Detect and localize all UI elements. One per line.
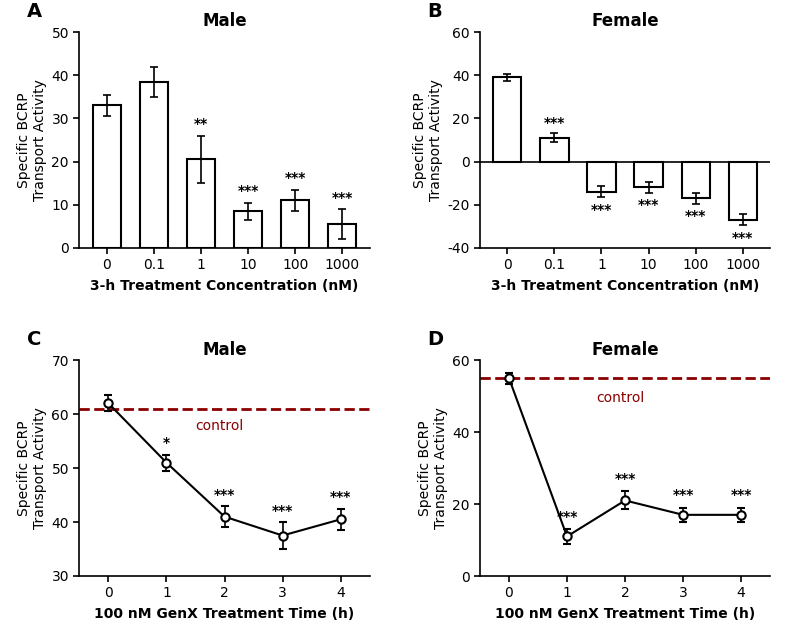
Bar: [729, 161, 757, 220]
Text: B: B: [428, 2, 442, 21]
Text: control: control: [596, 390, 644, 404]
Text: **: **: [194, 117, 208, 131]
Text: *: *: [163, 436, 170, 451]
Bar: [493, 77, 522, 161]
Bar: [93, 106, 121, 248]
Text: ***: ***: [332, 191, 353, 205]
Text: ***: ***: [638, 198, 659, 212]
Y-axis label: Specific BCRP
Transport Activity: Specific BCRP Transport Activity: [17, 79, 47, 201]
Bar: [540, 138, 569, 161]
Text: A: A: [27, 2, 42, 21]
X-axis label: 3-h Treatment Concentration (nM): 3-h Treatment Concentration (nM): [91, 279, 359, 293]
X-axis label: 100 nM GenX Treatment Time (h): 100 nM GenX Treatment Time (h): [495, 607, 755, 621]
Title: Female: Female: [592, 340, 659, 358]
X-axis label: 3-h Treatment Concentration (nM): 3-h Treatment Concentration (nM): [491, 279, 759, 293]
Bar: [634, 161, 663, 188]
Y-axis label: Specific BCRP
Transport Activity: Specific BCRP Transport Activity: [418, 407, 448, 529]
Bar: [328, 224, 357, 248]
Title: Male: Male: [202, 340, 247, 358]
Text: ***: ***: [591, 202, 612, 216]
X-axis label: 100 nM GenX Treatment Time (h): 100 nM GenX Treatment Time (h): [94, 607, 355, 621]
Text: ***: ***: [272, 504, 293, 518]
Text: ***: ***: [732, 230, 754, 244]
Text: control: control: [195, 419, 244, 433]
Text: ***: ***: [730, 488, 752, 502]
Bar: [588, 161, 615, 192]
Text: ***: ***: [557, 510, 578, 524]
Text: ***: ***: [214, 488, 235, 502]
Title: Male: Male: [202, 12, 247, 31]
Text: ***: ***: [673, 488, 694, 502]
Text: ***: ***: [615, 472, 636, 486]
Text: C: C: [27, 330, 41, 349]
Title: Female: Female: [592, 12, 659, 31]
Bar: [187, 159, 215, 248]
Bar: [140, 82, 168, 248]
Bar: [281, 200, 310, 248]
Text: ***: ***: [544, 116, 565, 130]
Text: ***: ***: [237, 184, 259, 198]
Bar: [234, 211, 262, 248]
Text: D: D: [428, 330, 444, 349]
Text: ***: ***: [330, 490, 351, 504]
Bar: [681, 161, 710, 198]
Y-axis label: Specific BCRP
Transport Activity: Specific BCRP Transport Activity: [413, 79, 443, 201]
Text: ***: ***: [685, 209, 707, 223]
Text: ***: ***: [284, 172, 306, 185]
Y-axis label: Specific BCRP
Transport Activity: Specific BCRP Transport Activity: [17, 407, 47, 529]
